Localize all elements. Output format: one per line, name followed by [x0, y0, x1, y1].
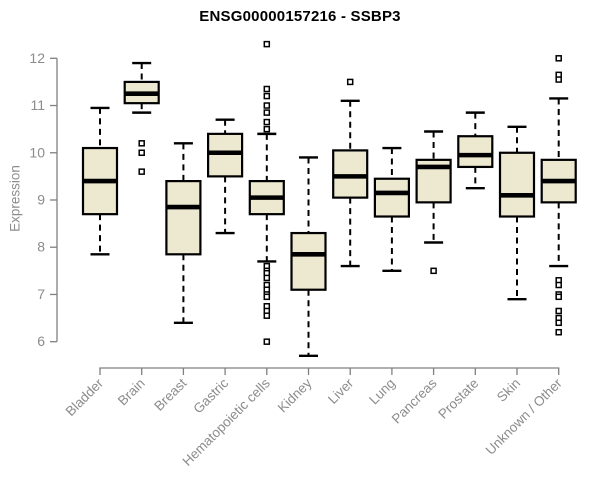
outlier-point [138, 140, 145, 147]
x-tick-label: Breast [151, 375, 189, 413]
x-tick-label: Pancreas [389, 375, 440, 426]
outlier-point [263, 109, 271, 116]
outlier-point [138, 168, 145, 175]
x-tick-label: Prostate [435, 376, 481, 422]
x-tick-label: Unknown / Other [483, 375, 566, 458]
box-breast [165, 142, 202, 324]
outlier-point [430, 267, 437, 275]
outlier-point [555, 307, 562, 315]
outlier-point [555, 55, 562, 62]
iqr-box [207, 132, 244, 178]
outlier-point [263, 125, 271, 133]
y-tick-label: 11 [30, 97, 45, 113]
outlier-point [138, 149, 145, 157]
y-tick-label: 10 [29, 144, 45, 160]
x-tick-label: Lung [366, 376, 398, 408]
iqr-box [457, 135, 494, 169]
outlier-point [555, 76, 562, 83]
iqr-box [332, 149, 369, 199]
outlier-point [555, 281, 562, 289]
y-tick-label: 7 [37, 286, 45, 302]
box-kidney [290, 156, 327, 358]
outlier-point [263, 312, 271, 319]
outlier-point [263, 92, 271, 100]
box-prostate [457, 111, 494, 190]
y-tick-label: 9 [37, 191, 45, 207]
y-axis: 6 7 8 9 10 11 12 [29, 50, 58, 349]
x-tick-label: Liver [325, 375, 357, 407]
box-brain [123, 61, 160, 175]
y-tick-label: 12 [29, 50, 45, 66]
outlier-point [555, 328, 562, 336]
iqr-box [165, 179, 202, 256]
x-tick-label: Brain [115, 376, 148, 409]
outlier-point [263, 118, 271, 126]
box-lung [373, 146, 410, 273]
outlier-point [555, 293, 562, 301]
box-bladder [81, 106, 119, 256]
iqr-box [290, 231, 327, 291]
chart-title: ENSG00000157216 - SSBP3 [199, 8, 401, 25]
x-tick-label: Kidney [275, 375, 315, 415]
x-tick-label: Skin [494, 376, 523, 405]
box-gastric [207, 118, 244, 235]
y-tick-label: 8 [37, 239, 45, 255]
iqr-box [498, 151, 536, 218]
outlier-point [263, 338, 271, 345]
box-unknown-other [540, 55, 577, 336]
outlier-point [263, 102, 271, 109]
box-hematopoietic-cells [248, 40, 285, 345]
x-tick-label: Bladder [63, 375, 107, 419]
y-tick-label: 6 [37, 333, 45, 349]
x-tick-label: Gastric [190, 375, 231, 416]
outlier-point [263, 293, 271, 301]
box-skin [498, 125, 536, 301]
outlier-point [555, 319, 562, 327]
box-pancreas [415, 130, 452, 275]
outlier-point [263, 85, 271, 93]
iqr-box [373, 177, 410, 218]
outlier-point [346, 78, 354, 86]
box-liver [332, 78, 369, 268]
outlier-point [263, 40, 271, 48]
outlier-point [263, 274, 271, 282]
